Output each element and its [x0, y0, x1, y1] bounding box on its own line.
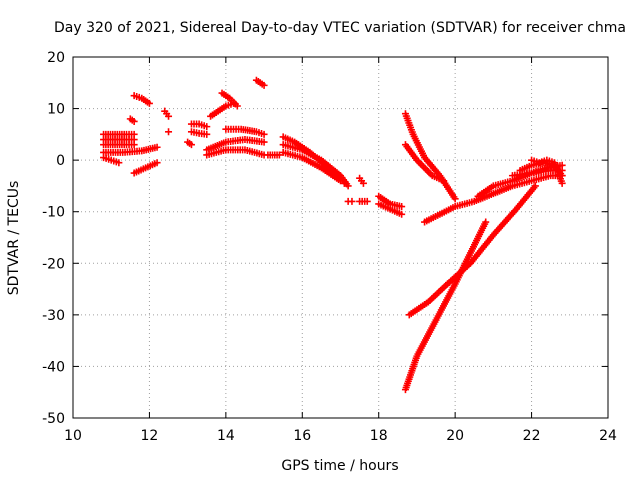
data-point — [482, 218, 490, 226]
x-tick-label: 20 — [446, 428, 464, 444]
data-point — [165, 112, 173, 120]
series-s7 — [130, 92, 153, 107]
data-point — [153, 143, 161, 151]
data-point — [260, 130, 268, 138]
data-point — [558, 166, 566, 174]
y-tick-label: 10 — [47, 102, 65, 118]
x-tick-label: 12 — [141, 428, 159, 444]
data-point — [165, 128, 173, 136]
data-point — [233, 102, 241, 110]
y-axis-label: SDTVAR / TECUs — [6, 181, 22, 296]
data-point — [203, 123, 211, 131]
x-tick-label: 22 — [523, 428, 541, 444]
data-point — [531, 182, 539, 190]
data-point — [359, 179, 367, 187]
data-point — [398, 210, 406, 218]
data-point — [348, 197, 356, 205]
data-points — [100, 76, 566, 394]
y-tick-label: 20 — [47, 50, 65, 66]
x-tick-label: 16 — [293, 428, 311, 444]
data-point — [337, 177, 344, 185]
series-s5 — [100, 143, 161, 156]
series-s23 — [279, 148, 344, 185]
series-s32 — [401, 218, 490, 394]
series-s12 — [187, 128, 211, 138]
data-point — [187, 141, 195, 149]
data-point — [260, 138, 268, 146]
series-s1 — [100, 130, 138, 138]
y-tick-label: -40 — [42, 359, 65, 375]
data-point — [130, 141, 138, 149]
y-tick-label: -30 — [42, 308, 65, 324]
data-point — [398, 203, 406, 211]
data-point — [260, 81, 268, 89]
y-tick-label: -50 — [42, 411, 65, 427]
series-s17 — [203, 136, 268, 154]
x-axis-label: GPS time / hours — [281, 458, 398, 474]
series-s10 — [165, 128, 173, 136]
x-tick-label: 10 — [64, 428, 82, 444]
data-point — [558, 179, 566, 187]
chart-title: Day 320 of 2021, Sidereal Day-to-day VTE… — [54, 20, 626, 36]
series-s24 — [356, 174, 367, 187]
data-point — [115, 159, 123, 167]
series-s11 — [187, 120, 211, 131]
series-s25 — [344, 197, 356, 205]
series-s16 — [222, 125, 268, 138]
x-tick-label: 18 — [370, 428, 388, 444]
series-s20 — [264, 151, 283, 159]
series-s26 — [356, 197, 371, 205]
grid — [73, 57, 608, 418]
y-tick-label: 0 — [56, 153, 65, 169]
data-point — [440, 177, 448, 185]
series-s8 — [126, 115, 138, 125]
series-s29 — [401, 110, 459, 203]
series-s3 — [100, 141, 138, 149]
axis-ticks: 10 12 14 16 18 20 22 24 -50 -40 -30 -20 -10 0 10 20 — [42, 50, 617, 444]
data-point — [145, 99, 153, 107]
series-s6 — [130, 159, 161, 177]
series-s13 — [184, 138, 195, 149]
data-point — [344, 182, 352, 190]
data-point — [451, 195, 459, 203]
series-s18 — [203, 146, 268, 159]
series-s15 — [218, 89, 241, 110]
y-tick-label: -20 — [42, 256, 65, 272]
x-tick-label: 24 — [599, 428, 617, 444]
series-s27 — [375, 192, 406, 211]
plot-frame — [72, 56, 609, 419]
data-point — [275, 151, 283, 159]
series-s37 — [508, 166, 566, 180]
series-s28 — [375, 200, 406, 218]
data-point — [363, 197, 371, 205]
series-s33 — [405, 182, 539, 319]
series-s19 — [252, 76, 268, 89]
y-tick-label: -10 — [42, 205, 65, 221]
data-point — [203, 130, 211, 138]
series-s9 — [161, 107, 173, 120]
data-point — [130, 117, 138, 125]
x-tick-label: 14 — [217, 428, 235, 444]
series-s30 — [401, 141, 448, 185]
data-point — [153, 159, 161, 167]
